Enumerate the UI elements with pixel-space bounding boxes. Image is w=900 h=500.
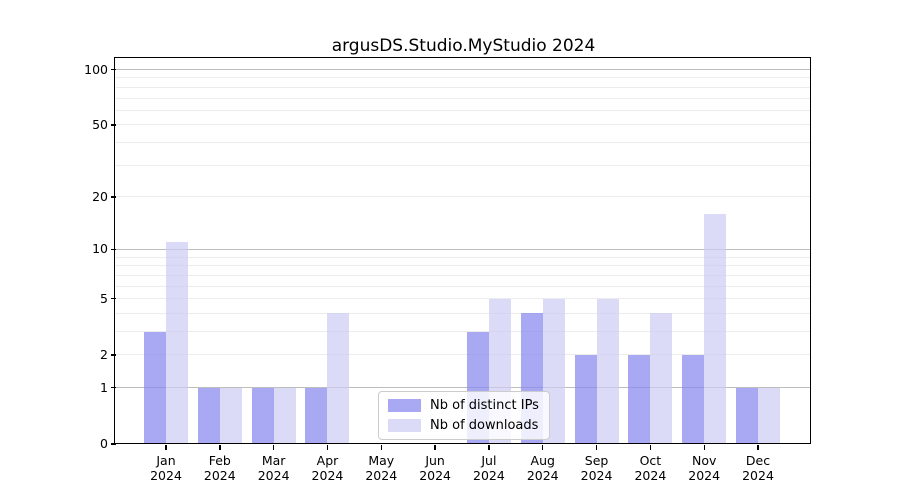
y-tick	[111, 196, 116, 198]
x-tick-label: Sep 2024	[567, 453, 627, 483]
bar-distinct-ips	[574, 354, 597, 444]
x-tick-year: 2024	[580, 468, 613, 483]
x-tick-label: Apr 2024	[297, 453, 357, 483]
x-tick-label: Jul 2024	[459, 453, 519, 483]
bar-downloads	[327, 313, 350, 444]
y-gridline-minor	[116, 77, 811, 79]
x-tick-month: Dec	[745, 453, 771, 468]
x-tick-label: Feb 2024	[190, 453, 250, 483]
legend-label: Nb of distinct IPs	[430, 398, 539, 413]
bar-downloads	[758, 387, 781, 444]
x-tick	[703, 445, 705, 450]
y-gridline-minor	[116, 142, 811, 144]
y-tick-label: 100	[84, 61, 108, 77]
bar-distinct-ips	[682, 354, 705, 444]
chart-title: argusDS.Studio.MyStudio 2024	[331, 36, 596, 56]
x-tick-year: 2024	[742, 468, 774, 483]
x-tick-year: 2024	[473, 468, 505, 483]
legend-item: Nb of downloads	[388, 418, 539, 433]
x-tick-month: Aug	[530, 453, 555, 468]
y-tick	[111, 443, 116, 445]
y-tick-label: 5	[100, 290, 108, 306]
y-tick	[111, 124, 116, 126]
bar-downloads	[273, 387, 296, 444]
bar-distinct-ips	[305, 387, 328, 444]
x-tick	[757, 445, 759, 450]
x-tick-label: Oct 2024	[620, 453, 680, 483]
bar-downloads	[704, 214, 727, 444]
y-gridline-minor	[116, 124, 811, 126]
bar-distinct-ips	[197, 387, 220, 444]
y-tick	[111, 297, 116, 300]
x-tick-year: 2024	[634, 468, 667, 483]
x-tick-month: Nov	[691, 453, 717, 468]
bar-distinct-ips	[251, 387, 274, 444]
y-gridline-minor	[116, 196, 811, 198]
y-tick-label: 10	[92, 241, 108, 257]
legend-swatch	[388, 399, 421, 412]
x-tick-label: Mar 2024	[244, 453, 304, 483]
y-gridline-minor	[116, 97, 811, 99]
legend-label: Nb of downloads	[430, 418, 539, 433]
x-tick-month: May	[368, 453, 395, 468]
legend-item: Nb of distinct IPs	[388, 398, 539, 413]
x-tick	[272, 445, 275, 450]
x-tick-month: Oct	[639, 453, 662, 468]
x-tick-month: Mar	[261, 453, 286, 468]
x-tick	[165, 445, 167, 450]
x-tick	[488, 445, 490, 450]
bar-distinct-ips	[736, 387, 759, 444]
x-tick	[326, 445, 329, 450]
x-tick-year: 2024	[365, 468, 398, 483]
x-tick-month: Jun	[425, 453, 445, 468]
x-tick-year: 2024	[419, 468, 451, 483]
y-tick	[111, 354, 116, 356]
y-tick-label: 50	[92, 116, 108, 132]
y-tick	[111, 387, 116, 389]
bar-downloads	[219, 387, 242, 444]
y-tick	[111, 68, 116, 71]
x-tick-month: Jan	[156, 453, 176, 468]
x-tick-year: 2024	[688, 468, 721, 483]
x-tick	[219, 445, 221, 450]
y-gridline-minor	[116, 109, 811, 111]
y-gridline-major	[116, 69, 811, 71]
x-tick-year: 2024	[257, 468, 290, 483]
y-gridline-minor	[116, 86, 811, 88]
y-gridline-minor	[116, 164, 811, 166]
y-tick-label: 2	[100, 346, 108, 362]
x-tick	[595, 445, 598, 450]
x-tick-month: Apr	[316, 453, 339, 468]
x-tick-month: Feb	[208, 453, 231, 468]
x-tick-year: 2024	[150, 468, 182, 483]
x-tick-label: Dec 2024	[728, 453, 788, 483]
x-tick	[434, 445, 436, 450]
y-tick-label: 0	[100, 436, 108, 451]
x-tick-label: Aug 2024	[513, 453, 573, 483]
y-tick-label: 1	[100, 379, 108, 395]
x-tick	[380, 445, 382, 450]
bar-distinct-ips	[628, 354, 651, 444]
x-tick-label: Nov 2024	[674, 453, 734, 483]
x-tick-year: 2024	[526, 468, 559, 483]
y-tick-label: 20	[92, 188, 108, 204]
x-tick-label: May 2024	[351, 453, 411, 483]
x-tick-month: Sep	[584, 453, 609, 468]
y-tick	[111, 248, 116, 251]
bar-downloads	[650, 313, 673, 444]
x-tick-month: Jul	[481, 453, 497, 468]
x-tick-year: 2024	[311, 468, 344, 483]
x-tick-year: 2024	[203, 468, 236, 483]
legend: Nb of distinct IPs Nb of downloads	[378, 391, 550, 440]
legend-swatch	[388, 419, 421, 432]
x-tick	[542, 445, 544, 450]
x-tick	[649, 445, 652, 450]
bar-downloads	[596, 298, 619, 444]
bar-downloads	[166, 242, 188, 444]
x-tick-label: Jan 2024	[136, 453, 196, 483]
x-tick-label: Jun 2024	[405, 453, 465, 483]
bar-distinct-ips	[144, 331, 166, 444]
